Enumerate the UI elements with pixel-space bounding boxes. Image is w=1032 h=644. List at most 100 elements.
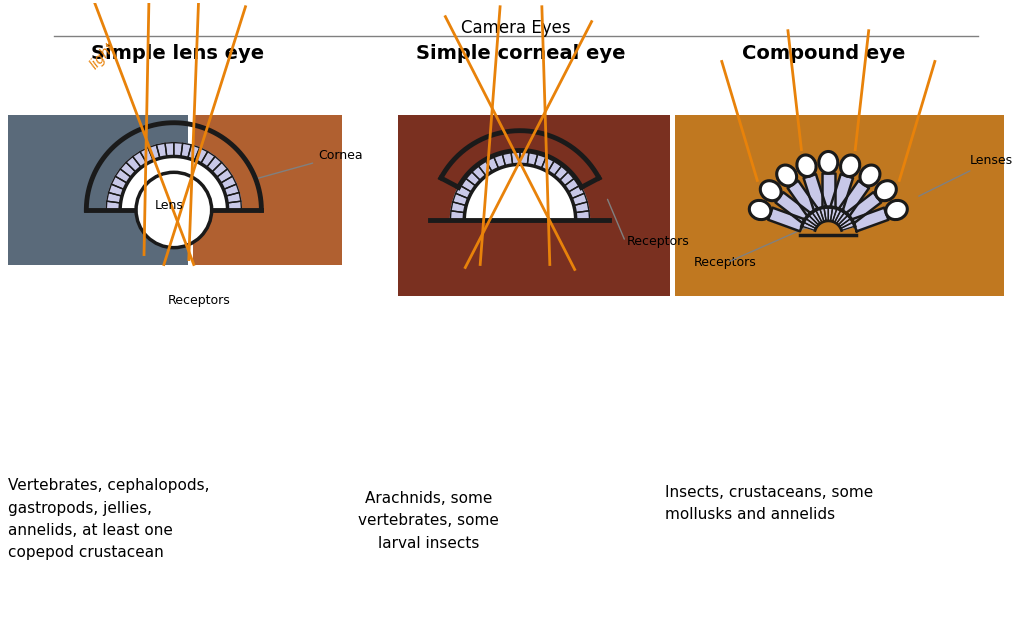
Text: Compound eye: Compound eye — [742, 44, 906, 63]
Ellipse shape — [777, 165, 797, 186]
Polygon shape — [120, 156, 228, 210]
Polygon shape — [829, 207, 833, 221]
Ellipse shape — [761, 181, 781, 201]
Polygon shape — [493, 153, 506, 169]
Polygon shape — [768, 207, 804, 231]
Polygon shape — [133, 151, 147, 167]
Polygon shape — [520, 151, 529, 165]
Polygon shape — [116, 169, 131, 183]
Polygon shape — [809, 213, 820, 225]
Polygon shape — [575, 211, 589, 220]
Ellipse shape — [885, 200, 907, 220]
Text: Simple corneal eye: Simple corneal eye — [416, 44, 625, 63]
Polygon shape — [111, 176, 127, 189]
Text: Camera Eyes: Camera Eyes — [461, 19, 571, 37]
Polygon shape — [212, 162, 227, 177]
Polygon shape — [835, 210, 844, 223]
Ellipse shape — [875, 181, 897, 201]
Polygon shape — [572, 193, 587, 205]
Polygon shape — [156, 143, 167, 158]
Polygon shape — [188, 145, 200, 160]
Text: Lenses: Lenses — [918, 154, 1012, 196]
Polygon shape — [224, 184, 239, 196]
Polygon shape — [502, 151, 513, 166]
Polygon shape — [459, 178, 476, 192]
Polygon shape — [221, 176, 236, 189]
Text: Simple lens eye: Simple lens eye — [91, 44, 264, 63]
Polygon shape — [527, 151, 538, 166]
Polygon shape — [181, 143, 191, 158]
Bar — [8, 115, 188, 265]
Bar — [675, 115, 1003, 296]
Polygon shape — [226, 193, 240, 203]
Text: Receptors: Receptors — [695, 256, 756, 269]
Polygon shape — [812, 210, 821, 223]
Circle shape — [136, 173, 212, 248]
Bar — [193, 115, 342, 265]
Polygon shape — [846, 192, 881, 223]
Polygon shape — [815, 209, 824, 222]
Ellipse shape — [797, 155, 816, 176]
Text: Cornea: Cornea — [254, 149, 362, 180]
Polygon shape — [450, 211, 464, 220]
Polygon shape — [542, 156, 555, 172]
Polygon shape — [819, 207, 827, 222]
Polygon shape — [824, 207, 829, 221]
Polygon shape — [559, 171, 575, 186]
Ellipse shape — [860, 165, 880, 186]
Polygon shape — [837, 213, 848, 225]
Polygon shape — [775, 192, 810, 223]
Bar — [398, 115, 670, 296]
Polygon shape — [464, 171, 481, 186]
Polygon shape — [148, 145, 160, 160]
Polygon shape — [140, 147, 154, 164]
Polygon shape — [108, 184, 124, 196]
Polygon shape — [217, 169, 232, 183]
Polygon shape — [821, 173, 835, 207]
Polygon shape — [485, 156, 498, 172]
Polygon shape — [574, 202, 589, 213]
Text: Vertebrates, cephalopods,
gastropods, jellies,
annelids, at least one
copepod cr: Vertebrates, cephalopods, gastropods, je… — [8, 478, 209, 560]
Polygon shape — [165, 142, 173, 157]
Polygon shape — [106, 201, 121, 210]
Ellipse shape — [840, 155, 860, 176]
Polygon shape — [206, 156, 222, 172]
Text: Receptors: Receptors — [626, 235, 689, 248]
Polygon shape — [802, 222, 816, 231]
Polygon shape — [833, 209, 841, 222]
Polygon shape — [569, 185, 584, 198]
Polygon shape — [535, 153, 547, 169]
Polygon shape — [227, 201, 241, 210]
Ellipse shape — [818, 151, 838, 173]
Text: Arachnids, some
vertebrates, some
larval insects: Arachnids, some vertebrates, some larval… — [358, 491, 499, 551]
Text: Insects, crustaceans, some
mollusks and annelids: Insects, crustaceans, some mollusks and … — [665, 485, 873, 522]
Polygon shape — [806, 215, 818, 227]
Polygon shape — [840, 218, 853, 229]
Polygon shape — [831, 207, 837, 222]
Text: Receptors: Receptors — [167, 294, 230, 307]
Polygon shape — [106, 193, 122, 203]
Polygon shape — [548, 160, 562, 176]
Polygon shape — [471, 165, 486, 180]
Polygon shape — [478, 160, 492, 176]
Polygon shape — [464, 164, 576, 220]
Polygon shape — [126, 156, 141, 172]
Polygon shape — [120, 162, 136, 177]
Polygon shape — [456, 185, 472, 198]
Polygon shape — [511, 151, 520, 165]
Polygon shape — [852, 207, 889, 231]
Polygon shape — [173, 142, 183, 157]
Polygon shape — [453, 193, 469, 205]
Polygon shape — [831, 174, 853, 210]
Text: light: light — [87, 40, 118, 72]
Polygon shape — [200, 151, 215, 167]
Polygon shape — [451, 202, 466, 213]
Polygon shape — [554, 165, 570, 180]
Polygon shape — [841, 222, 854, 231]
Polygon shape — [804, 218, 817, 229]
Polygon shape — [838, 215, 850, 227]
Polygon shape — [839, 181, 869, 216]
Ellipse shape — [749, 200, 771, 220]
Text: Lens: Lens — [155, 198, 184, 211]
Polygon shape — [804, 174, 826, 210]
